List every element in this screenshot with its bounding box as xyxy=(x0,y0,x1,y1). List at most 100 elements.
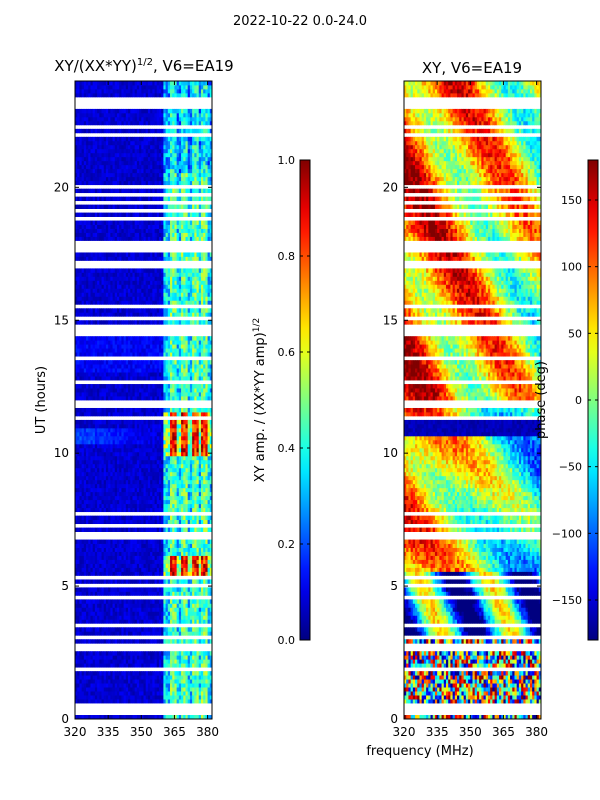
panel1-cell xyxy=(132,627,136,632)
panel1-cell xyxy=(90,603,94,608)
panel1-cell xyxy=(112,651,116,656)
panel1-cell xyxy=(163,615,166,620)
panel1-cell xyxy=(88,615,91,620)
panel1-cell xyxy=(83,679,87,684)
panel1-cell xyxy=(110,651,113,656)
panel1-cell xyxy=(198,655,202,660)
panel1-cell xyxy=(176,615,180,620)
panel1-cell xyxy=(108,611,111,616)
panel1-cell xyxy=(156,663,160,668)
panel1-cell xyxy=(103,691,107,696)
panel1-cell xyxy=(94,631,98,636)
panel1-cell xyxy=(134,659,138,664)
panel1-cell xyxy=(86,611,89,616)
panel1-cell xyxy=(116,611,120,616)
panel1-cell xyxy=(112,679,116,684)
panel1-cell xyxy=(176,663,180,668)
panel1-cell xyxy=(79,699,83,704)
panel1-cell xyxy=(147,651,151,656)
panel1-cell xyxy=(123,675,127,680)
panel1-cell xyxy=(156,699,160,704)
panel1-cell xyxy=(99,699,102,704)
panel1-cell xyxy=(134,587,138,592)
panel1-cell xyxy=(172,699,175,704)
panel1-cell xyxy=(141,615,144,620)
panel1-cell xyxy=(147,695,151,700)
panel1-cell xyxy=(154,671,158,676)
panel1-cell xyxy=(108,599,111,604)
panel1-cell xyxy=(152,671,155,676)
panel1-cell xyxy=(150,587,153,592)
panel1-cell xyxy=(198,671,202,676)
panel1-cell xyxy=(172,659,175,664)
panel1-cell xyxy=(145,695,149,700)
panel1-cell xyxy=(119,587,122,592)
panel1-cell xyxy=(121,639,125,644)
panel1-cell xyxy=(92,603,96,608)
panel1-cell xyxy=(161,619,164,624)
panel1-cell xyxy=(196,651,200,656)
panel1-cell xyxy=(101,587,105,592)
panel1-cell xyxy=(150,659,153,664)
panel1-cell xyxy=(200,679,204,684)
panel1-cell xyxy=(205,683,208,688)
panel1-cell xyxy=(185,611,189,616)
panel1-cell xyxy=(170,683,173,688)
panel1-cell xyxy=(141,631,144,636)
panel1-cell xyxy=(141,611,144,616)
panel1-cell xyxy=(105,683,109,688)
panel1-cell xyxy=(158,715,162,720)
panel1-cell xyxy=(150,663,153,668)
panel1-cell xyxy=(75,683,78,688)
panel1-cell xyxy=(172,655,175,660)
panel1-cell xyxy=(165,615,169,620)
panel1-cell xyxy=(145,587,149,592)
panel1-cell xyxy=(181,615,184,620)
panel1-cell xyxy=(143,631,147,636)
panel1-cell xyxy=(185,683,189,688)
panel1-cell xyxy=(167,607,171,612)
panel1-cell xyxy=(79,655,83,660)
panel1-cell xyxy=(172,715,175,720)
panel1-cell xyxy=(205,659,208,664)
panel1-cell xyxy=(92,675,96,680)
panel1-cell xyxy=(143,655,147,660)
panel1-cell xyxy=(203,659,206,664)
panel1-cell xyxy=(136,615,140,620)
panel1-cell xyxy=(88,599,91,604)
panel1-cell xyxy=(152,687,155,692)
panel1-cell xyxy=(194,699,197,704)
panel1-cell xyxy=(86,591,89,596)
panel1-cell xyxy=(90,607,94,612)
panel1-cell xyxy=(158,615,162,620)
panel1-cell xyxy=(147,603,151,608)
panel1-cell xyxy=(116,663,120,668)
panel1-cell xyxy=(203,619,206,624)
panel1-cell xyxy=(105,695,109,700)
panel1-cell xyxy=(198,663,202,668)
panel1-cell xyxy=(161,715,164,720)
panel1-cell xyxy=(189,591,193,596)
panel1-cell xyxy=(161,639,164,644)
panel1-cell xyxy=(192,691,195,696)
panel1-cell xyxy=(200,655,204,660)
panel1-cell xyxy=(196,615,200,620)
panel1-cell xyxy=(139,607,142,612)
panel1-cell xyxy=(130,655,133,660)
panel1-cell xyxy=(205,655,208,660)
panel1-cell xyxy=(103,587,107,592)
panel1-cell xyxy=(121,715,125,720)
panel1-cell xyxy=(103,663,107,668)
panel1-cell xyxy=(128,631,131,636)
panel1-cell xyxy=(79,679,83,684)
panel1-cell xyxy=(194,671,197,676)
panel1-cell xyxy=(209,619,213,624)
panel1-cell xyxy=(114,607,118,612)
panel1-cell xyxy=(132,607,136,612)
panel1-cell xyxy=(99,587,102,592)
panel1-cell xyxy=(139,651,142,656)
panel1-cell xyxy=(99,611,102,616)
panel1-cell xyxy=(196,699,200,704)
panel1-cell xyxy=(174,631,178,636)
panel1-cell xyxy=(183,631,186,636)
